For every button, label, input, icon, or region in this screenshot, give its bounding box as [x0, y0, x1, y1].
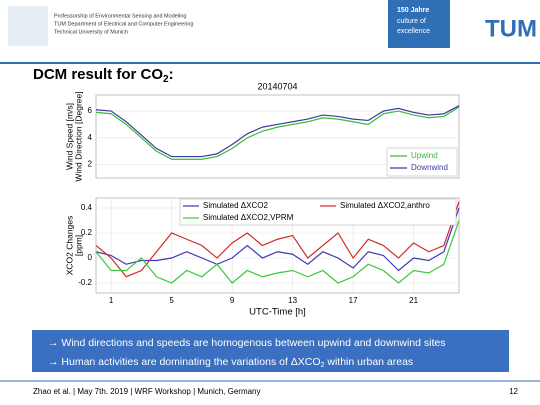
legend-label: Upwind — [411, 151, 438, 160]
x-tick-label: 1 — [109, 296, 114, 305]
legend-box — [386, 147, 458, 177]
badge-text: excellence — [397, 28, 430, 35]
legend-label: Simulated ΔXCO2,anthro — [340, 201, 430, 210]
title-tail: : — [169, 66, 174, 83]
logo-graphic — [8, 6, 48, 46]
tum-logo: TUM — [485, 15, 537, 42]
chart-title: 20140704 — [257, 81, 297, 91]
page-number: 12 — [509, 387, 518, 396]
y-tick-label: 4 — [88, 133, 93, 142]
header-line: Professorship of Environmental Sensing a… — [54, 13, 186, 19]
legend-label: Simulated ΔXCO2 — [203, 201, 268, 210]
y-tick-label: 0.4 — [81, 203, 93, 212]
series-line — [95, 201, 460, 278]
bullet-text: → Human activities are dominating the va… — [48, 356, 321, 368]
y-axis-label: XCO2 Changes — [64, 216, 74, 276]
legend-box — [179, 198, 457, 226]
y-tick-label: -0.2 — [78, 278, 92, 287]
series-line — [95, 106, 460, 160]
x-tick-label: 17 — [349, 296, 358, 305]
x-tick-label: 21 — [409, 296, 418, 305]
title-text: DCM result for CO — [33, 66, 163, 83]
header-line: TUM Department of Electrical and Compute… — [54, 21, 193, 27]
x-tick-label: 13 — [288, 296, 297, 305]
x-axis-label: UTC-Time [h] — [249, 307, 306, 318]
badge-text: culture of — [397, 18, 426, 25]
y-tick-label: 6 — [88, 106, 93, 115]
y-axis-label: Wind Speed [m/s] — [64, 103, 74, 170]
legend-label: Simulated ΔXCO2,VPRM — [203, 213, 294, 222]
bullet-text: → Wind directions and speeds are homogen… — [48, 337, 446, 349]
bullet: → Wind directions and speeds are homogen… — [48, 337, 446, 349]
x-tick-label: 9 — [230, 296, 235, 305]
title-sub: 2 — [163, 74, 169, 85]
badge — [388, 0, 450, 48]
bullet: → Human activities are dominating the va… — [48, 356, 413, 369]
y-axis-label: [ppm] — [73, 235, 83, 256]
slide-title: DCM result for CO2: — [33, 66, 174, 85]
series-line — [95, 105, 460, 158]
y-tick-label: 2 — [88, 160, 93, 169]
x-tick-label: 5 — [169, 296, 174, 305]
bullet-sub: 2 — [321, 362, 325, 369]
header-line: Technical University of Munich — [54, 29, 128, 35]
y-axis-label: Wind Direction [Degree] — [73, 91, 83, 181]
badge-text: 150 Jahre — [397, 7, 429, 14]
charts: 2 4 6 20140704 Wind Speed [m/s] Wind Directio… — [64, 81, 460, 318]
y-tick-label: 0 — [88, 253, 93, 262]
legend-label: Downwind — [411, 163, 448, 172]
series-line — [95, 207, 460, 272]
bullet-box — [32, 330, 509, 372]
series-line — [95, 220, 460, 284]
bullet-text: within urban areas — [324, 356, 413, 368]
footer-text: Zhao et al. | May 7th. 2019 | WRF Worksh… — [33, 387, 261, 396]
y-tick-label: 0.2 — [81, 228, 93, 237]
